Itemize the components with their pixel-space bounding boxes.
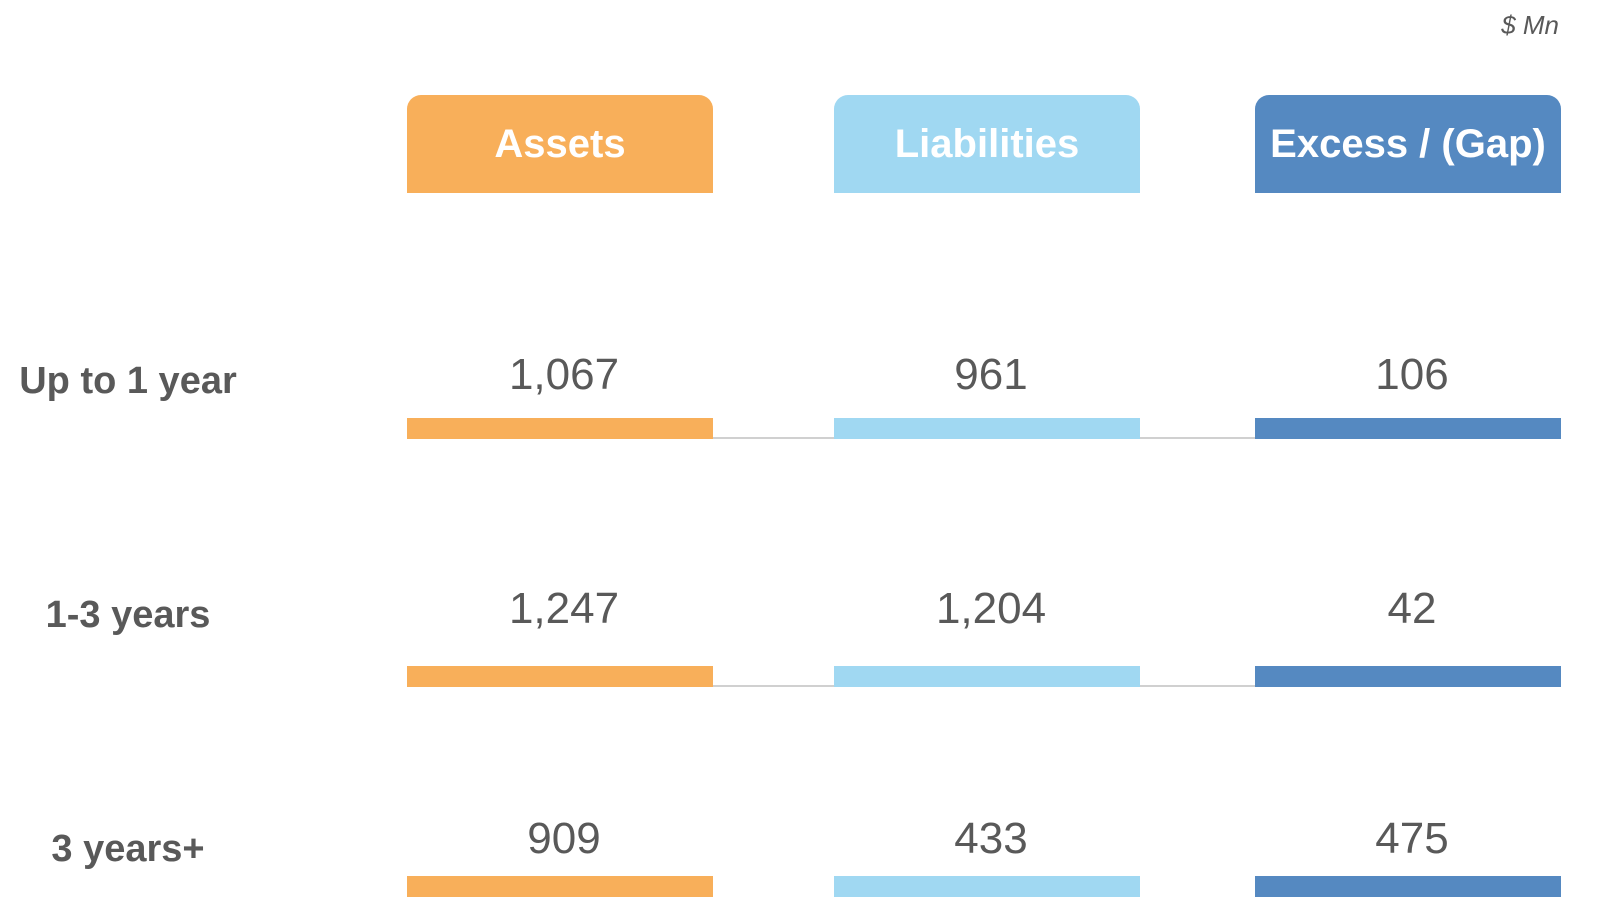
unit-label: $ Mn <box>1501 10 1559 40</box>
cell-bar <box>1255 666 1561 687</box>
cell-value: 106 <box>1375 350 1449 399</box>
cell-bar <box>1255 876 1561 897</box>
cell-bar <box>1255 418 1561 439</box>
row-label: 3 years+ <box>51 828 205 870</box>
row-label: Up to 1 year <box>19 360 237 402</box>
cell-bar <box>834 666 1140 687</box>
column-header: Liabilities <box>834 95 1140 193</box>
cell-value: 1,247 <box>508 584 620 633</box>
row-label: 1-3 years <box>45 594 211 636</box>
cell-bar <box>834 876 1140 897</box>
cell-value: 1,067 <box>508 350 620 399</box>
cell-value: 42 <box>1387 584 1437 633</box>
cell-value: 909 <box>527 814 601 863</box>
cell-value: 433 <box>954 814 1028 863</box>
cell-value: 475 <box>1375 814 1449 863</box>
cell-bar <box>407 876 713 897</box>
column-header: Excess / (Gap) <box>1255 95 1561 193</box>
cell-bar <box>834 418 1140 439</box>
column-header: Assets <box>407 95 713 193</box>
cell-bar <box>407 418 713 439</box>
cell-value: 961 <box>954 350 1028 399</box>
cell-value: 1,204 <box>935 584 1047 633</box>
cell-bar <box>407 666 713 687</box>
